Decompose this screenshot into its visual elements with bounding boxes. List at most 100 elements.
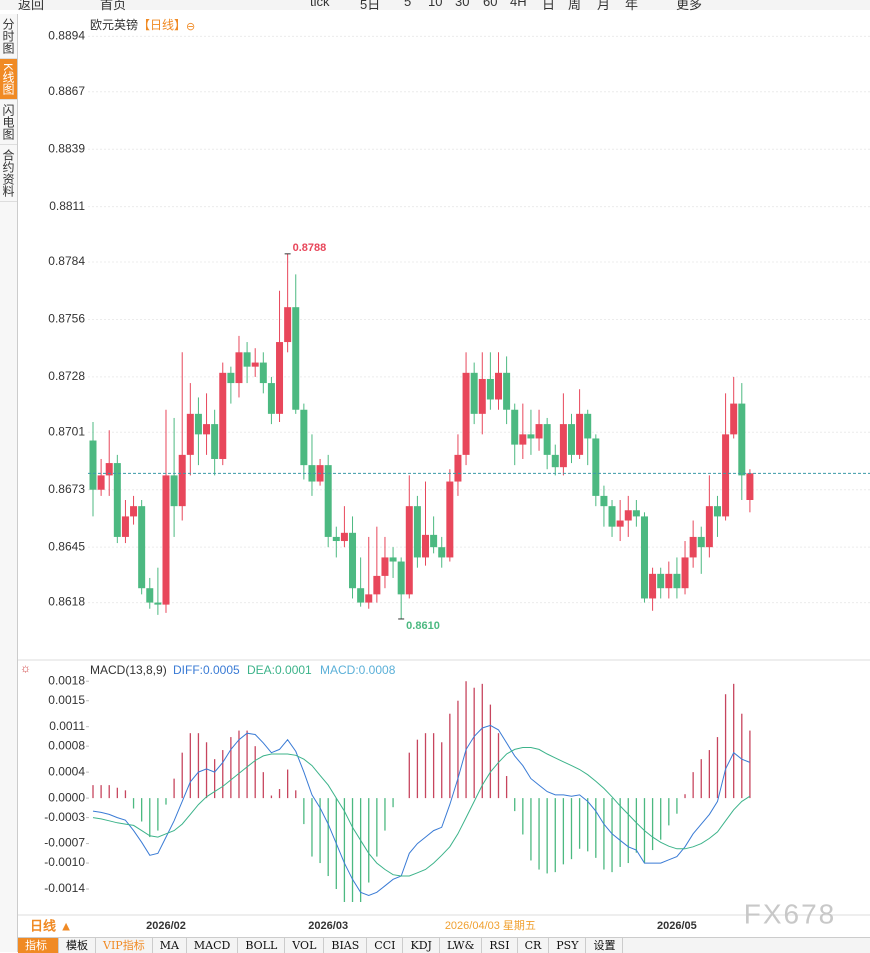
indicator-tab[interactable]: 指标 [18, 938, 59, 953]
toolbar-button[interactable]: 日 [542, 0, 556, 12]
candle-body [251, 362, 259, 367]
y-tick-label: -0.0010 [44, 855, 85, 869]
candle-body [227, 372, 235, 384]
y-tick-label: -0.0007 [44, 836, 85, 850]
y-tick-label: 0.8728 [48, 369, 85, 383]
indicator-tab[interactable]: PSY [549, 938, 587, 953]
y-tick-label: 0.8784 [48, 254, 85, 268]
candle-body [105, 463, 113, 476]
candle-body [470, 372, 478, 414]
indicator-tab[interactable]: MA [153, 938, 187, 953]
legend-entry: DIFF:0.0005 [173, 663, 240, 677]
candle-body [97, 475, 105, 490]
candle-body [292, 307, 300, 410]
toolbar-button[interactable]: tick [310, 0, 330, 9]
toolbar-button[interactable]: 首页 [100, 0, 127, 12]
candle-body [551, 454, 559, 468]
candle-body [365, 594, 373, 603]
candle-body [235, 352, 243, 384]
y-tick-label: -0.0003 [44, 810, 85, 824]
indicator-tabs: 指标 模板 VIP指标 MA MACD BOLL VOL BIAS CCI KDJ LW& RSI CR… [18, 937, 870, 953]
candle-body [89, 440, 97, 490]
candle-body [681, 557, 689, 589]
toolbar-button[interactable]: 年 [625, 0, 639, 12]
toolbar-button[interactable]: 返回 [18, 0, 45, 12]
candle-body [495, 372, 502, 400]
x-tick-label: 2026/03 [308, 920, 348, 932]
y-tick-label: 0.8894 [48, 29, 85, 43]
sidebar-tab[interactable]: 分时图 [0, 14, 17, 59]
y-tick-label: 0.8839 [48, 141, 85, 155]
candle-body [576, 413, 584, 455]
candle-body [616, 520, 624, 527]
collapse-icon: ⊖ [186, 21, 195, 33]
candle-body [454, 454, 462, 482]
candle-body [430, 534, 438, 548]
toolbar-button[interactable]: 4H [510, 0, 527, 9]
candle-body [397, 561, 405, 595]
candle-body [697, 536, 705, 548]
candle-body [543, 424, 551, 455]
candle-body [462, 372, 470, 455]
candle-body [665, 573, 673, 589]
toolbar-button[interactable]: 30 [455, 0, 470, 9]
candle-body [162, 475, 170, 605]
candle-body [738, 403, 746, 476]
sidebar-tab[interactable]: K线图 [0, 59, 17, 101]
watermark: FX678 [744, 898, 837, 929]
toolbar-button[interactable]: 月 [597, 0, 611, 12]
candle-body [649, 573, 657, 599]
toolbar-button[interactable]: 5 [404, 0, 412, 9]
indicator-tab[interactable]: CCI [367, 938, 404, 953]
indicator-tab[interactable]: BIAS [324, 938, 368, 953]
candle-body [138, 506, 146, 589]
candle-body [170, 475, 178, 507]
period-button[interactable]: 日线 ▲ [30, 918, 72, 933]
dea-line [92, 747, 751, 877]
indicator-tab[interactable]: MACD [187, 938, 239, 953]
candle-body [624, 510, 632, 521]
candle-body [243, 352, 251, 367]
toolbar-button[interactable]: 5日 [360, 0, 381, 12]
y-tick-label: 0.8811 [49, 199, 85, 213]
indicator-tab[interactable]: CR [518, 938, 550, 953]
toolbar: 返回 首页 tick 5日 5 10 30 60 4H 日周 月 年 更多 [0, 0, 870, 12]
candle-body [689, 536, 697, 558]
candle-body [267, 383, 275, 414]
candle-body [519, 434, 527, 445]
indicator-tab[interactable]: KDJ [403, 938, 440, 953]
candle-body [194, 413, 202, 435]
indicator-tab[interactable]: 设置 [586, 938, 624, 953]
candle-body [146, 588, 154, 603]
indicator-tab[interactable]: 模板 [59, 938, 96, 953]
candle-body [308, 465, 316, 482]
toolbar-button[interactable]: 更多 [676, 0, 703, 12]
candle-body [300, 409, 308, 466]
candle-body [592, 438, 600, 496]
candle-body [178, 454, 186, 507]
indicator-tab[interactable]: VOL [285, 938, 325, 953]
sidebar-tab[interactable]: 合约资料 [0, 145, 17, 203]
candle-body [657, 573, 665, 589]
indicator-tab[interactable]: BOLL [238, 938, 286, 953]
candle-body [186, 413, 194, 455]
toolbar-button[interactable]: 10 [428, 0, 443, 9]
candle-body [478, 378, 486, 414]
candle-body [357, 588, 365, 603]
candle-body [130, 506, 138, 517]
toolbar-button[interactable]: 周 [568, 0, 582, 12]
indicator-tab[interactable]: LW& [440, 938, 483, 953]
chart-title: 欧元英镑 [90, 17, 138, 32]
candle-body [373, 575, 381, 595]
sidebar-tab[interactable]: 闪电图 [0, 100, 17, 146]
candle-body [608, 506, 616, 527]
indicator-tab[interactable]: RSI [482, 938, 518, 953]
y-tick-label: 0.8756 [48, 312, 85, 326]
indicator-tab[interactable]: VIP指标 [96, 938, 153, 953]
y-tick-label: 0.0018 [48, 673, 85, 687]
macd-title: MACD(13,8,9) [90, 663, 167, 677]
toolbar-button[interactable]: 60 [483, 0, 498, 9]
candle-body [154, 602, 162, 605]
